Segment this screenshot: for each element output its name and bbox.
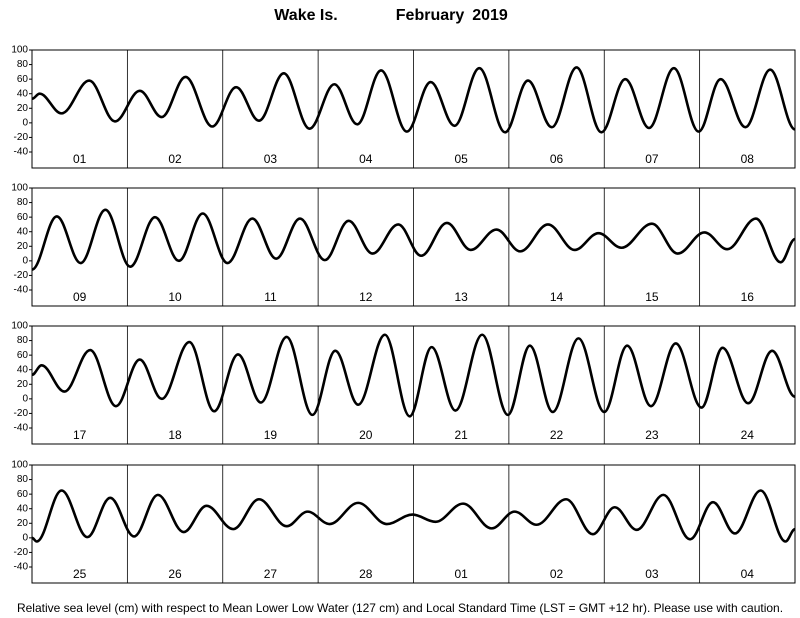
- year: 2019: [472, 7, 508, 24]
- day-label: 25: [73, 567, 87, 581]
- y-tick-label: -40: [14, 147, 29, 158]
- location: Wake Is.: [274, 7, 337, 24]
- day-label: 03: [645, 567, 659, 581]
- y-tick-label: 100: [11, 45, 28, 56]
- day-label: 28: [359, 567, 373, 581]
- tide-line: [32, 208, 795, 271]
- day-label: 06: [550, 152, 564, 166]
- month: February: [396, 7, 465, 24]
- day-label: 05: [455, 152, 469, 166]
- day-label: 01: [73, 152, 87, 166]
- y-tick-label: 20: [17, 103, 29, 114]
- y-tick-label: 40: [17, 88, 29, 99]
- y-tick-label: 0: [22, 532, 28, 543]
- day-label: 14: [550, 290, 564, 304]
- day-label: 10: [168, 290, 182, 304]
- y-tick-label: -20: [14, 132, 29, 143]
- day-label: 27: [264, 567, 278, 581]
- y-tick-label: 40: [17, 226, 29, 237]
- day-label: 12: [359, 290, 373, 304]
- y-tick-label: 60: [17, 74, 29, 85]
- y-tick-label: 0: [22, 255, 28, 266]
- day-label: 23: [645, 428, 659, 442]
- y-tick-label: -40: [14, 562, 29, 573]
- y-tick-label: 100: [11, 460, 28, 471]
- day-label: 26: [168, 567, 182, 581]
- y-tick-label: 60: [17, 212, 29, 223]
- y-tick-label: -40: [14, 285, 29, 296]
- y-tick-label: 60: [17, 350, 29, 361]
- day-label: 09: [73, 290, 87, 304]
- y-tick-label: -40: [14, 423, 29, 434]
- y-tick-label: -20: [14, 270, 29, 281]
- day-label: 04: [359, 152, 373, 166]
- y-tick-label: -20: [14, 547, 29, 558]
- y-tick-label: 100: [11, 183, 28, 194]
- y-tick-label: 80: [17, 197, 29, 208]
- day-label: 22: [550, 428, 564, 442]
- day-label: 01: [455, 567, 469, 581]
- day-label: 20: [359, 428, 373, 442]
- y-tick-label: 20: [17, 379, 29, 390]
- y-tick-label: 40: [17, 503, 29, 514]
- day-label: 16: [741, 290, 755, 304]
- day-label: 02: [168, 152, 182, 166]
- y-tick-label: 0: [22, 393, 28, 404]
- tide-line: [32, 333, 795, 418]
- day-label: 13: [455, 290, 469, 304]
- day-label: 18: [168, 428, 182, 442]
- y-tick-label: 80: [17, 335, 29, 346]
- y-tick-label: 100: [11, 321, 28, 332]
- y-tick-label: 20: [17, 241, 29, 252]
- y-tick-label: 0: [22, 117, 28, 128]
- y-tick-label: -20: [14, 408, 29, 419]
- y-tick-label: 80: [17, 474, 29, 485]
- day-label: 08: [741, 152, 755, 166]
- day-label: 02: [550, 567, 564, 581]
- y-tick-label: 40: [17, 364, 29, 375]
- day-label: 24: [741, 428, 755, 442]
- tide-line: [32, 66, 795, 134]
- footnote: Relative sea level (cm) with respect to …: [17, 601, 783, 615]
- day-label: 11: [264, 290, 277, 304]
- y-tick-label: 80: [17, 59, 29, 70]
- day-label: 21: [455, 428, 469, 442]
- y-tick-label: 60: [17, 489, 29, 500]
- y-tick-label: 20: [17, 518, 29, 529]
- tide-line: [32, 489, 795, 543]
- day-label: 03: [264, 152, 278, 166]
- day-label: 04: [741, 567, 755, 581]
- day-label: 19: [264, 428, 278, 442]
- day-label: 17: [73, 428, 87, 442]
- day-label: 07: [645, 152, 659, 166]
- day-label: 15: [645, 290, 659, 304]
